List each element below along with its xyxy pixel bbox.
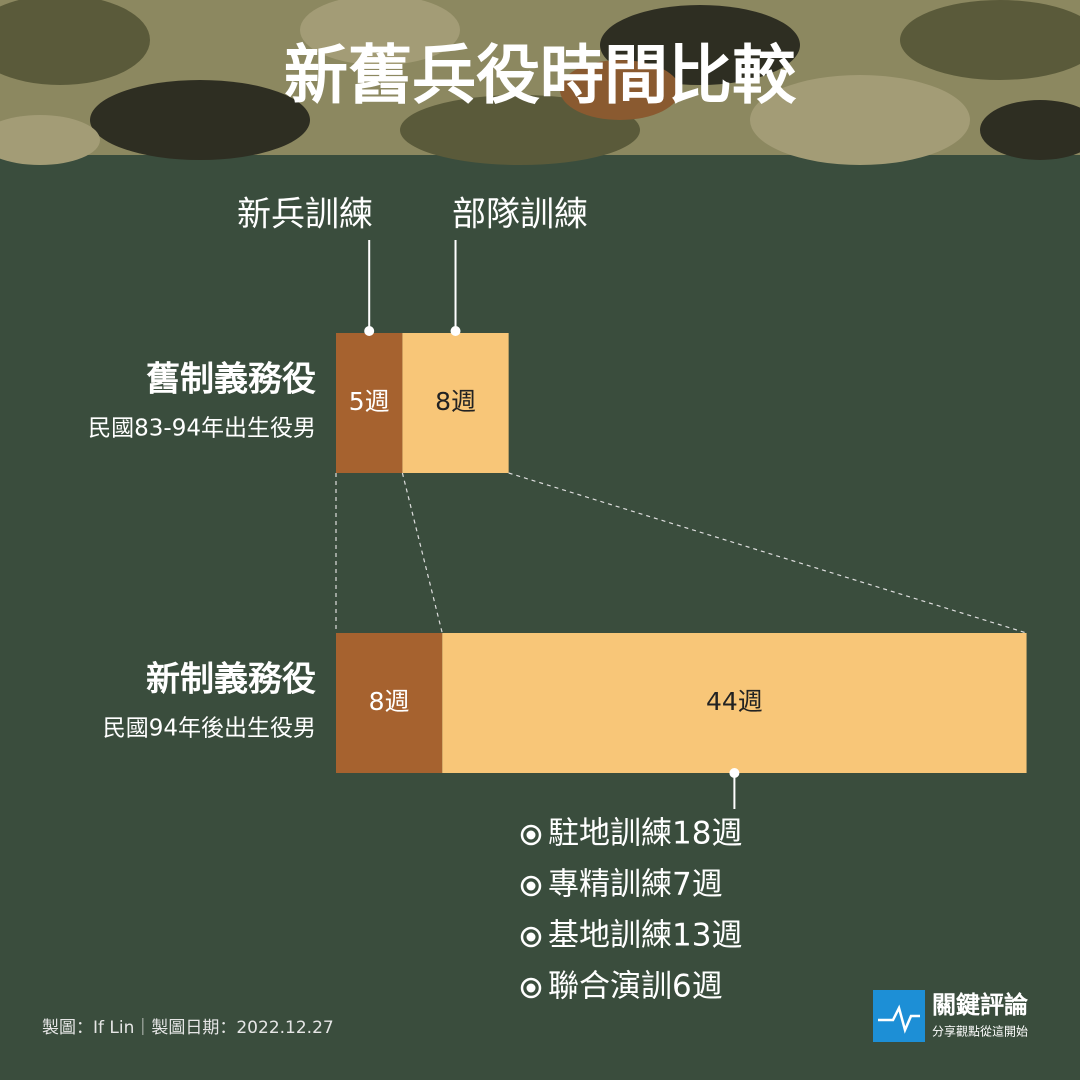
leader-dot	[450, 326, 461, 336]
logo: 關鍵評論 分享觀點從這開始	[873, 990, 1029, 1042]
logo-name: 關鍵評論	[932, 991, 1029, 1019]
breakdown-item: 聯合演訓6週	[548, 969, 723, 1005]
breakdown-item: 專精訓練7週	[548, 867, 723, 903]
value-label: 44週	[706, 687, 763, 716]
bar-segment	[336, 333, 403, 473]
bullet	[520, 875, 542, 897]
zoom-line	[401, 472, 443, 634]
credit: 製圖：If Lin｜製圖日期：2022.12.27	[42, 1018, 334, 1038]
bullet	[520, 824, 542, 846]
leader-dot	[364, 326, 375, 336]
bullet-dot	[526, 881, 536, 891]
camo-header	[0, 0, 1080, 165]
breakdown-item: 駐地訓練18週	[548, 816, 742, 852]
title: 新舊兵役時間比較	[284, 40, 797, 114]
bullet	[520, 977, 542, 999]
logo-tagline: 分享觀點從這開始	[932, 1024, 1028, 1039]
bar-segment	[336, 633, 443, 773]
value-label: 8週	[369, 687, 410, 716]
category-label: 舊制義務役	[146, 360, 316, 400]
legend-label: 部隊訓練	[452, 195, 588, 235]
legend-label: 新兵訓練	[237, 195, 373, 235]
zoom-line	[508, 472, 1027, 634]
bullet-dot	[526, 932, 536, 942]
breakdown-item: 基地訓練13週	[548, 918, 742, 954]
category-note: 民國94年後出生役男	[103, 716, 316, 742]
bullet-dot	[526, 830, 536, 840]
bar-segment	[442, 633, 1027, 773]
category-label: 新制義務役	[146, 660, 316, 700]
category-note: 民國83-94年出生役男	[88, 416, 316, 442]
value-label: 8週	[435, 387, 476, 416]
bullet-dot	[526, 983, 536, 993]
bullet	[520, 926, 542, 948]
bar-segment	[402, 333, 509, 473]
value-label: 5週	[349, 387, 390, 416]
